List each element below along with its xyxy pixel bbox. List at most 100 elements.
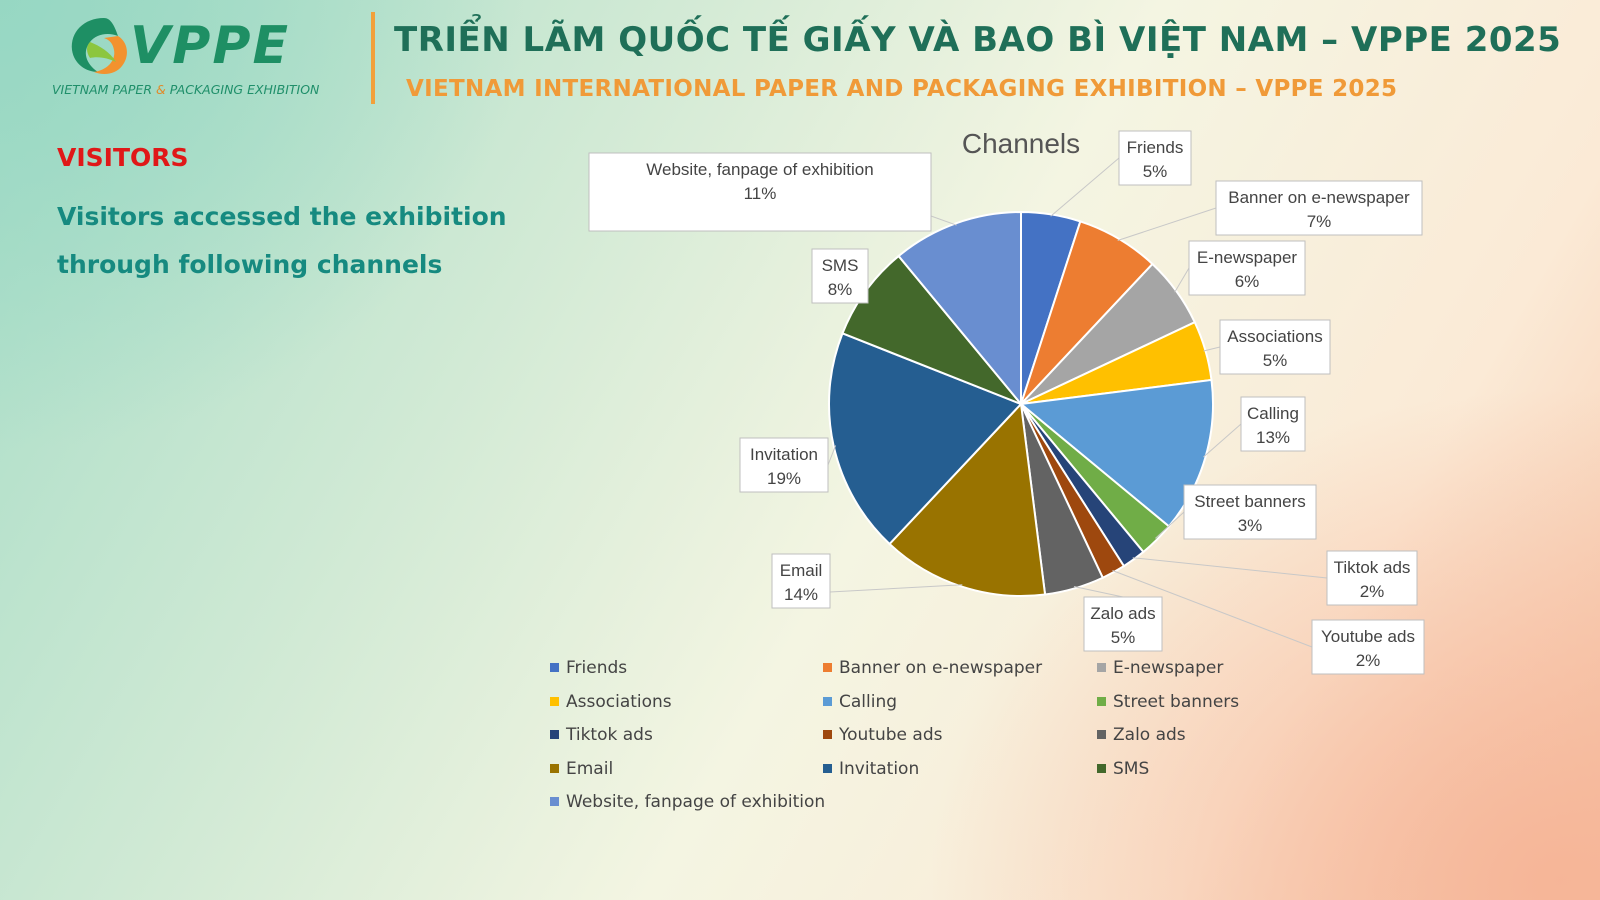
- legend-item-email: Email: [550, 759, 613, 779]
- data-label-box-invitation: [739, 437, 829, 493]
- data-label-name-invitation: Invitation: [750, 445, 818, 464]
- data-label-name-email: Email: [780, 561, 823, 580]
- leader-line-banner-on-e-newspaper: [1117, 207, 1217, 241]
- legend-swatch-e-newspaper: [1097, 663, 1106, 672]
- leader-line-calling: [1203, 423, 1242, 458]
- logo-wordmark: VPPE: [130, 16, 290, 76]
- legend-item-zalo-ads: Zalo ads: [1097, 725, 1186, 745]
- data-label-box-zalo-ads: [1083, 596, 1163, 652]
- leader-line-associations: [1203, 346, 1221, 352]
- title-vietnamese: TRIỂN LÃM QUỐC TẾ GIẤY VÀ BAO BÌ VIỆT NA…: [394, 20, 1562, 60]
- legend-item-invitation: Invitation: [823, 759, 919, 779]
- legend-item-banner-on-e-newspaper: Banner on e-newspaper: [823, 658, 1042, 678]
- leader-line-youtube-ads: [1112, 570, 1313, 648]
- data-label-name-tiktok-ads: Tiktok ads: [1334, 558, 1411, 577]
- pie-slice-email: [888, 401, 1047, 597]
- legend-item-friends: Friends: [550, 658, 627, 678]
- data-label-box-website-fanpage-of-exhibition: [588, 152, 932, 232]
- leader-line-email: [829, 584, 963, 593]
- legend-swatch-sms: [1097, 763, 1106, 773]
- data-label-value-youtube-ads: 2%: [1356, 651, 1381, 670]
- pie-slice-calling: [1018, 378, 1214, 528]
- data-label-name-e-newspaper: E-newspaper: [1197, 248, 1298, 267]
- logo-subtitle: VIETNAM PAPER & PACKAGING EXHIBITION: [52, 82, 319, 97]
- legend-label-banner-on-e-newspaper: Banner on e-newspaper: [839, 658, 1043, 678]
- data-label-name-street-banners: Street banners: [1194, 492, 1306, 511]
- leaf-logo-icon: [71, 18, 127, 74]
- pie-slices: [828, 210, 1214, 597]
- legend-swatch-street-banners: [1097, 696, 1106, 706]
- legend-item-calling: Calling: [823, 692, 897, 712]
- leader-lines: [827, 157, 1328, 648]
- data-label-name-calling: Calling: [1247, 404, 1299, 423]
- legend-label-zalo-ads: Zalo ads: [1113, 725, 1186, 745]
- legend-swatch-invitation: [823, 763, 832, 773]
- legend-item-website-fanpage-of-exhibition: Website, fanpage of exhibition: [550, 792, 825, 812]
- data-label-value-website-fanpage-of-exhibition: 11%: [744, 184, 777, 203]
- legend-item-youtube-ads: Youtube ads: [823, 725, 942, 745]
- data-label-value-tiktok-ads: 2%: [1360, 582, 1385, 601]
- data-label-name-sms: SMS: [822, 256, 859, 275]
- leader-line-street-banners: [1155, 511, 1185, 539]
- data-label-box-banner-on-e-newspaper: [1215, 180, 1423, 236]
- legend-swatch-friends: [550, 663, 559, 672]
- legend-label-invitation: Invitation: [839, 758, 920, 779]
- legend-label-calling: Calling: [839, 691, 898, 712]
- data-label-value-zalo-ads: 5%: [1111, 628, 1136, 647]
- data-label-box-youtube-ads: [1311, 619, 1425, 675]
- legend-swatch-website-fanpage-of-exhibition: [550, 797, 559, 806]
- data-label-value-invitation: 19%: [767, 469, 801, 488]
- legend-item-tiktok-ads: Tiktok ads: [550, 725, 653, 745]
- legend-swatch-zalo-ads: [1097, 730, 1106, 739]
- data-label-value-associations: 5%: [1263, 351, 1288, 370]
- legend-label-youtube-ads: Youtube ads: [839, 725, 943, 745]
- header: VPPE VIETNAM PAPER & PACKAGING EXHIBITIO…: [0, 0, 1600, 110]
- leader-line-website-fanpage-of-exhibition: [930, 215, 957, 226]
- leader-line-tiktok-ads: [1132, 557, 1328, 579]
- data-label-box-tiktok-ads: [1326, 550, 1418, 606]
- data-label-name-friends: Friends: [1127, 138, 1184, 157]
- leader-line-e-newspaper: [1174, 267, 1190, 293]
- leader-line-friends: [1050, 157, 1120, 217]
- data-label-name-zalo-ads: Zalo ads: [1090, 604, 1155, 623]
- data-label-name-youtube-ads: Youtube ads: [1321, 627, 1415, 646]
- data-label-value-street-banners: 3%: [1238, 516, 1263, 535]
- data-label-box-street-banners: [1183, 484, 1317, 540]
- legend-label-friends: Friends: [566, 658, 628, 678]
- logo-sub-right: PACKAGING EXHIBITION: [169, 82, 320, 97]
- data-label-value-e-newspaper: 6%: [1235, 272, 1260, 291]
- pie-slice-website-fanpage-of-exhibition: [897, 210, 1022, 407]
- legend-item-e-newspaper: E-newspaper: [1097, 658, 1223, 678]
- logo-sub-left: VIETNAM PAPER: [52, 82, 153, 97]
- legend-swatch-youtube-ads: [823, 730, 832, 739]
- data-label-value-sms: 8%: [828, 280, 853, 299]
- leader-line-zalo-ads: [1073, 586, 1124, 598]
- vppe-logo: VPPE VIETNAM PAPER & PACKAGING EXHIBITIO…: [52, 12, 352, 102]
- title-english: VIETNAM INTERNATIONAL PAPER AND PACKAGIN…: [406, 76, 1398, 102]
- data-label-value-email: 14%: [784, 585, 818, 604]
- legend-label-email: Email: [566, 758, 614, 779]
- legend-label-sms: SMS: [1113, 758, 1150, 779]
- header-divider: [371, 12, 375, 104]
- data-labels: Friends 5% Banner on e-newspaper 7% E-newspa…: [588, 130, 1425, 675]
- data-label-name-associations: Associations: [1227, 327, 1322, 346]
- data-label-box-email: [771, 553, 831, 609]
- section-description: Visitors accessed the exhibition through…: [57, 202, 507, 279]
- legend-label-street-banners: Street banners: [1113, 691, 1240, 712]
- legend-item-sms: SMS: [1097, 759, 1149, 779]
- data-label-name-banner-on-e-newspaper: Banner on e-newspaper: [1228, 188, 1410, 207]
- legend-swatch-banner-on-e-newspaper: [823, 663, 832, 672]
- data-label-value-banner-on-e-newspaper: 7%: [1307, 212, 1332, 231]
- section-heading: VISITORS: [57, 143, 189, 172]
- legend-swatch-tiktok-ads: [550, 730, 559, 739]
- logo-sub-amp: &: [156, 82, 166, 97]
- data-label-box-associations: [1219, 319, 1331, 375]
- legend-swatch-calling: [823, 696, 832, 706]
- data-label-box-calling: [1240, 396, 1306, 452]
- data-label-box-sms: [811, 248, 869, 304]
- data-label-value-friends: 5%: [1143, 162, 1168, 181]
- legend-item-associations: Associations: [550, 692, 672, 712]
- legend-label-e-newspaper: E-newspaper: [1113, 658, 1224, 678]
- leader-line-invitation: [827, 445, 837, 466]
